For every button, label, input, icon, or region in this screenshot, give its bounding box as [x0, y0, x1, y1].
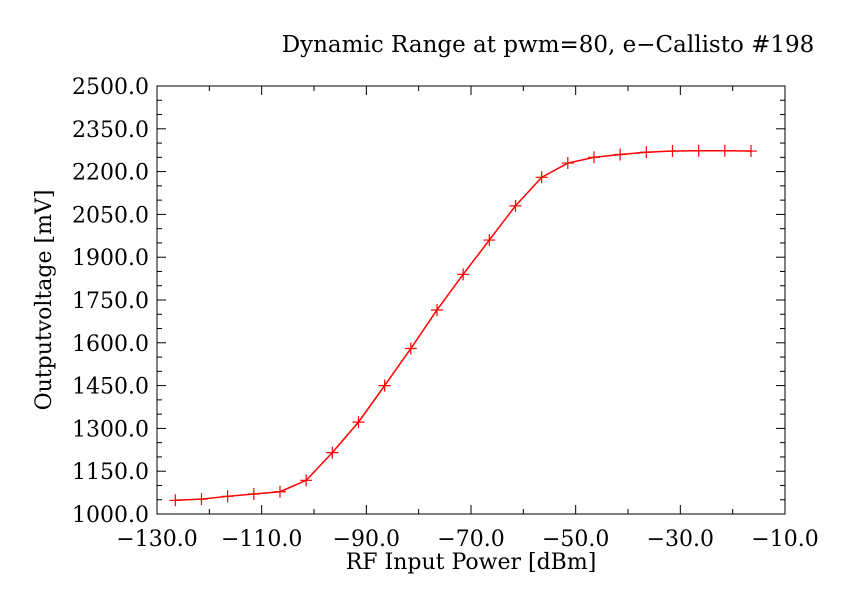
- chart-title: Dynamic Range at pwm=80, e−Callisto #198: [282, 32, 815, 58]
- y-tick-label: 1000.0: [72, 503, 149, 528]
- data-point-marker: [326, 446, 339, 459]
- y-tick-label: 1450.0: [72, 375, 149, 400]
- data-point-marker: [561, 157, 574, 170]
- data-point-marker: [666, 145, 679, 158]
- data-point-marker: [430, 303, 443, 316]
- plot-frame: [156, 85, 786, 515]
- y-tick-label: 1300.0: [72, 417, 149, 442]
- x-tick-label: −30.0: [647, 527, 714, 552]
- x-tick-label: −130.0: [116, 527, 197, 552]
- y-tick-label: 1150.0: [72, 460, 149, 485]
- data-point-marker: [352, 416, 365, 429]
- x-axis-label: RF Input Power [dBm]: [346, 550, 597, 575]
- data-point-marker: [718, 144, 731, 157]
- data-point-marker: [404, 342, 417, 355]
- data-point-marker: [483, 234, 496, 247]
- x-tick-label: −70.0: [437, 527, 504, 552]
- x-tick-label: −110.0: [221, 527, 302, 552]
- data-point-marker: [509, 199, 522, 212]
- data-point-marker: [744, 145, 757, 158]
- data-point-marker: [195, 493, 208, 506]
- y-tick-label: 2350.0: [72, 118, 149, 143]
- data-point-marker: [457, 268, 470, 281]
- data-point-marker: [378, 379, 391, 392]
- data-point-marker: [535, 171, 548, 184]
- y-tick-label: 2500.0: [72, 75, 149, 100]
- y-tick-label: 1750.0: [72, 289, 149, 314]
- series-line: [175, 150, 751, 502]
- data-point-marker: [614, 148, 627, 161]
- data-point-marker: [169, 494, 182, 507]
- x-tick-label: −90.0: [333, 527, 400, 552]
- data-point-marker: [587, 151, 600, 164]
- data-point-marker: [640, 146, 653, 159]
- data-point-marker: [247, 488, 260, 501]
- data-point-marker: [692, 144, 705, 157]
- x-tick-label: −50.0: [542, 527, 609, 552]
- data-point-marker: [300, 474, 313, 487]
- y-tick-label: 2050.0: [72, 203, 149, 228]
- y-tick-label: 1900.0: [72, 246, 149, 271]
- x-tick-label: −10.0: [751, 527, 818, 552]
- data-point-marker: [221, 490, 234, 503]
- y-tick-label: 2200.0: [72, 161, 149, 186]
- data-point-marker: [273, 485, 286, 498]
- y-tick-label: 1600.0: [72, 332, 149, 357]
- y-axis-label: Outputvoltage [mV]: [32, 190, 57, 411]
